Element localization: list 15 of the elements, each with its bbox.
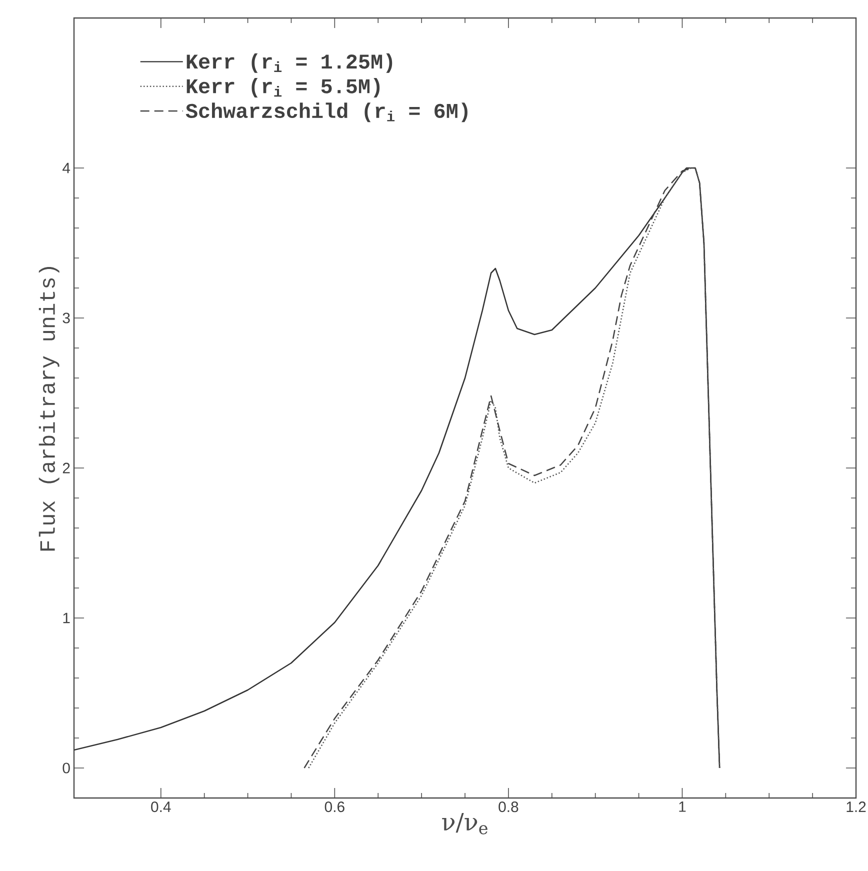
y-tick-label: 2 (62, 462, 70, 474)
x-tick-label: 1.2 (846, 802, 866, 812)
y-axis-title: Flux (arbitrary units) (38, 267, 60, 551)
legend-label: Schwarzschild (r$_{i}$ = 6M) (186, 102, 468, 122)
y-tick-label: 4 (62, 162, 70, 174)
x-tick-label: 0.6 (324, 802, 344, 812)
y-tick-label: 1 (63, 612, 70, 624)
x-tick-label: 0.8 (498, 802, 518, 812)
y-tick-label: 0 (62, 762, 70, 774)
legend-label: Kerr (r$_{i}$ = 1.25M) (186, 53, 392, 73)
legend-label: Kerr (r$_{i}$ = 5.5M) (186, 78, 380, 98)
y-tick-label: 3 (62, 312, 70, 324)
x-tick-label: 0.4 (151, 802, 171, 812)
x-tick-label: 1 (679, 802, 686, 812)
x-axis-title: ν/ν$_{e}$ (442, 812, 488, 834)
